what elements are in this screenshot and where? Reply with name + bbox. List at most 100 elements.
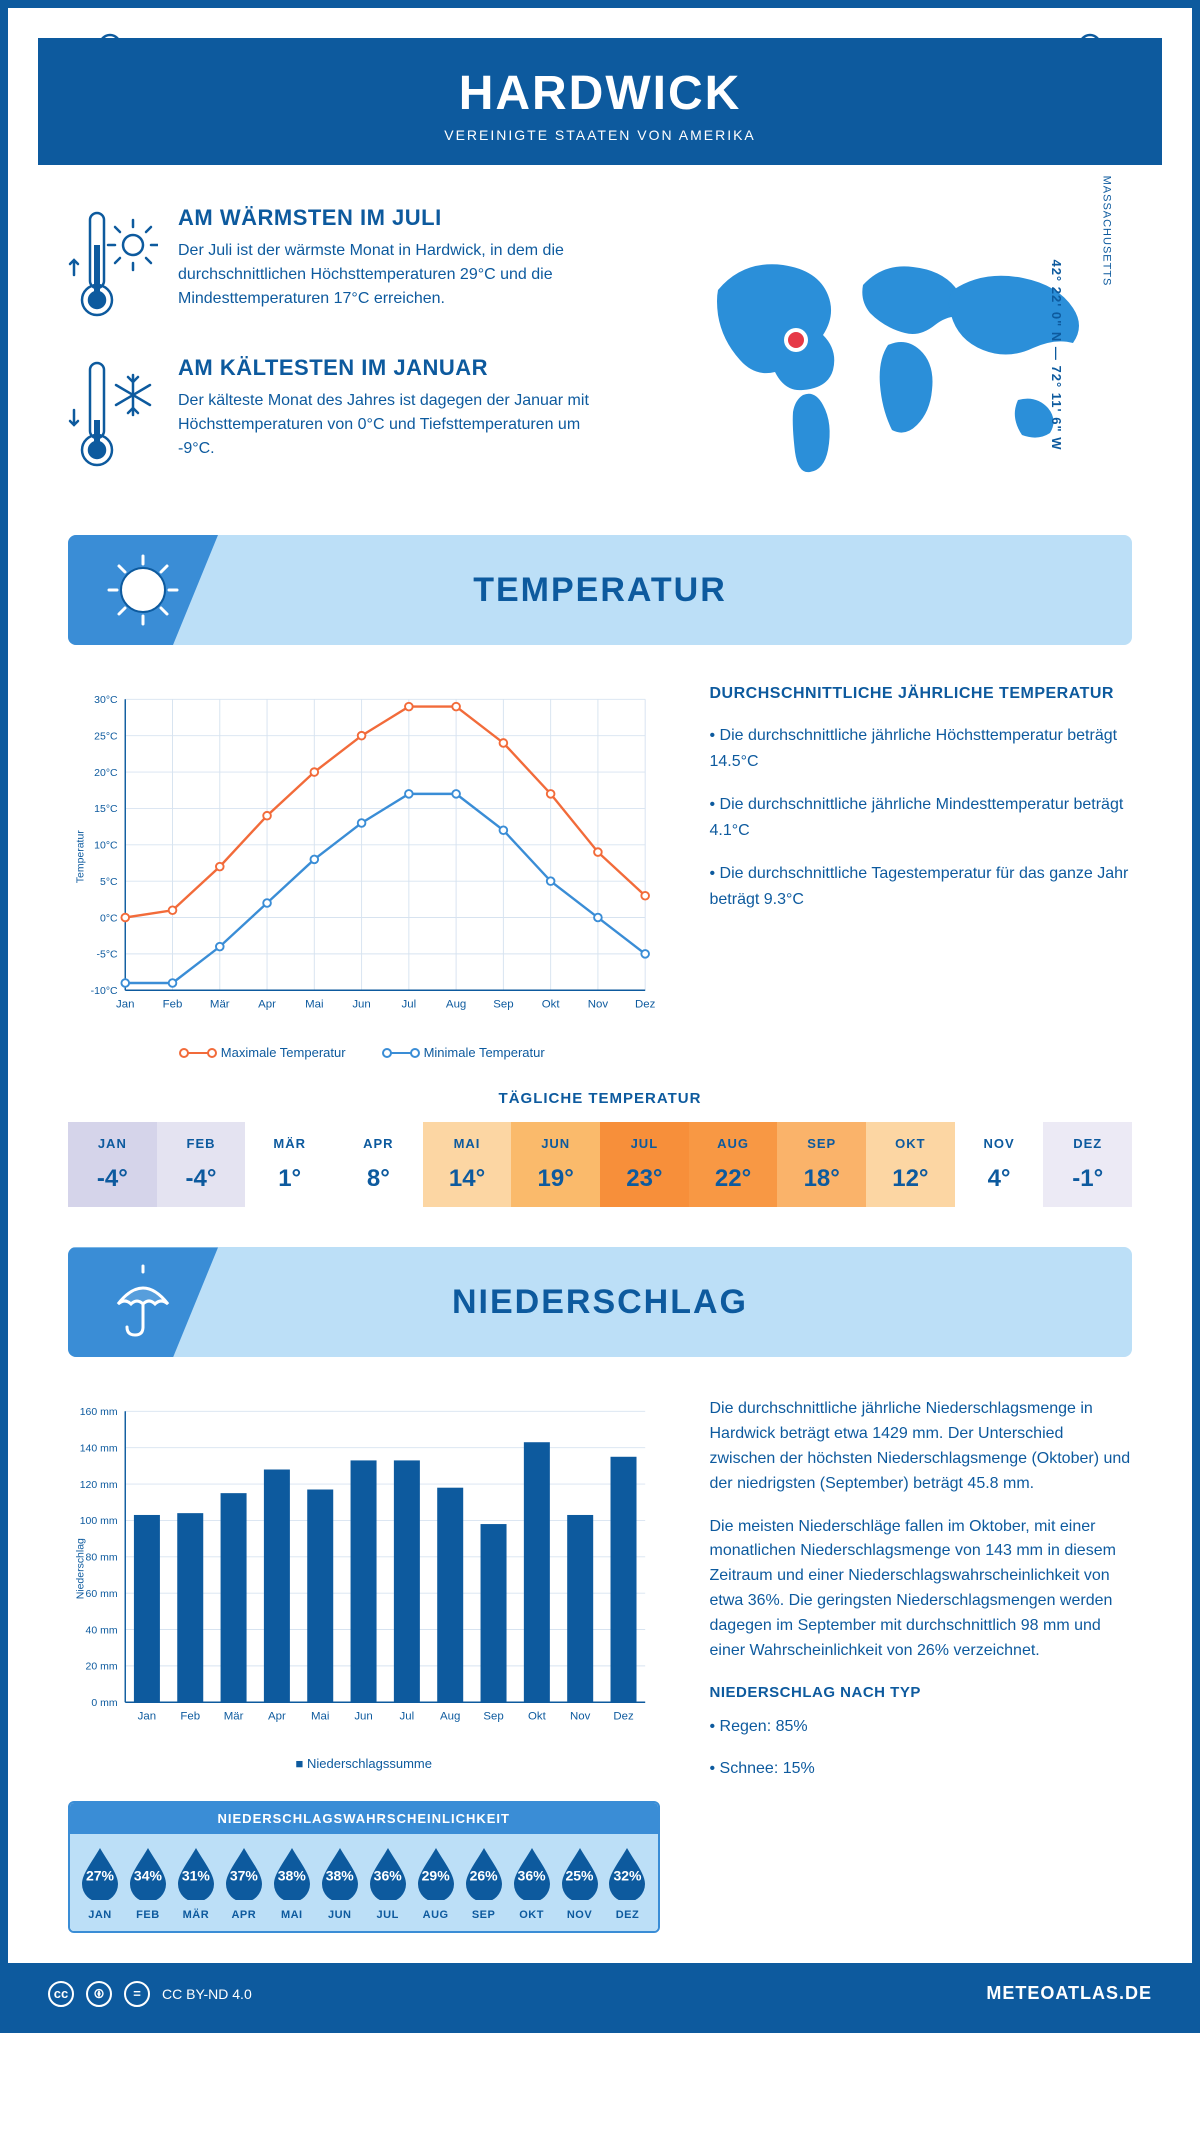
warm-cold-column: AM WÄRMSTEN IM JULI Der Juli ist der wär… [68,205,604,505]
daily-month: JAN [68,1136,157,1151]
svg-text:Jan: Jan [116,998,134,1010]
warmest-text: Der Juli ist der wärmste Monat in Hardwi… [178,239,604,311]
daily-month: JUN [511,1136,600,1151]
probability-month: APR [220,1909,268,1921]
raindrop-icon: 34% [126,1846,170,1900]
probability-month: MÄR [172,1909,220,1921]
svg-text:Jun: Jun [352,998,370,1010]
daily-value: 8° [334,1165,423,1193]
raindrop-icon: 36% [366,1846,410,1900]
precipitation-right-column: Die durchschnittliche jährliche Niedersc… [710,1397,1133,1932]
svg-text:Mär: Mär [224,1711,244,1723]
probability-value: 38% [326,1867,354,1883]
coldest-title: AM KÄLTESTEN IM JANUAR [178,355,604,381]
warmest-block: AM WÄRMSTEN IM JULI Der Juli ist der wär… [68,205,604,325]
daily-value: -4° [68,1165,157,1193]
svg-text:Sep: Sep [483,1711,503,1723]
legend-min: Minimale Temperatur [386,1045,545,1060]
probability-month: DEZ [603,1909,651,1921]
thermometer-hot-icon [68,205,158,325]
temperature-info-column: DURCHSCHNITTLICHE JÄHRLICHE TEMPERATUR •… [710,685,1133,1060]
probability-box: NIEDERSCHLAGSWAHRSCHEINLICHKEIT 27% JAN … [68,1801,660,1933]
daily-value: 22° [689,1165,778,1193]
daily-cell: FEB-4° [157,1122,246,1207]
daily-value: 18° [777,1165,866,1193]
daily-value: 12° [866,1165,955,1193]
license-text: CC BY-ND 4.0 [162,1986,252,2002]
svg-text:Dez: Dez [613,1711,634,1723]
probability-value: 25% [565,1867,593,1883]
daily-value: -1° [1043,1165,1132,1193]
daily-month: SEP [777,1136,866,1151]
svg-text:25°C: 25°C [94,731,118,742]
probability-value: 34% [134,1867,162,1883]
svg-text:60 mm: 60 mm [86,1589,118,1600]
temp-bullet-0: • Die durchschnittliche jährliche Höchst… [710,723,1133,774]
daily-month: DEZ [1043,1136,1132,1151]
svg-text:160 mm: 160 mm [80,1408,118,1419]
svg-text:20°C: 20°C [94,768,118,779]
svg-text:Temperatur: Temperatur [75,830,86,884]
probability-month: MAI [268,1909,316,1921]
svg-text:Okt: Okt [528,1711,547,1723]
probability-value: 38% [278,1867,306,1883]
daily-temp-strip: JAN-4°FEB-4°MÄR1°APR8°MAI14°JUN19°JUL23°… [68,1122,1132,1207]
daily-cell: MAI 14° [423,1122,512,1207]
probability-cell: 38% MAI [268,1846,316,1921]
umbrella-icon [103,1262,183,1342]
daily-month: NOV [955,1136,1044,1151]
raindrop-icon: 36% [510,1846,554,1900]
svg-text:120 mm: 120 mm [80,1480,118,1491]
raindrop-icon: 37% [222,1846,266,1900]
svg-text:0°C: 0°C [100,913,118,924]
probability-cell: 26% SEP [460,1846,508,1921]
daily-value: 14° [423,1165,512,1193]
svg-text:Feb: Feb [180,1711,200,1723]
precipitation-banner-title: NIEDERSCHLAG [452,1283,748,1322]
probability-value: 36% [518,1867,546,1883]
footer: cc 🅯 = CC BY-ND 4.0 METEOATLAS.DE [8,1963,1192,2025]
temperature-banner-title: TEMPERATUR [473,571,727,610]
probability-cell: 32% DEZ [603,1846,651,1921]
daily-cell: JUN19° [511,1122,600,1207]
raindrop-icon: 31% [174,1846,218,1900]
daily-cell: APR 8° [334,1122,423,1207]
temperature-section: -10°C-5°C0°C5°C10°C15°C20°C25°C30°CJanFe… [68,685,1132,1060]
svg-text:80 mm: 80 mm [86,1553,118,1564]
sun-icon [103,550,183,630]
daily-cell: JUL23° [600,1122,689,1207]
svg-text:-5°C: -5°C [97,950,119,961]
svg-text:Jul: Jul [400,1711,415,1723]
footer-site: METEOATLAS.DE [986,1983,1152,2004]
probability-month: OKT [508,1909,556,1921]
svg-text:Feb: Feb [163,998,183,1010]
thermometer-cold-icon [68,355,158,475]
city-title: HARDWICK [38,66,1162,121]
precipitation-section: 0 mm20 mm40 mm60 mm80 mm100 mm120 mm140 … [68,1397,1132,1932]
daily-temp-title: TÄGLICHE TEMPERATUR [8,1090,1192,1107]
svg-text:-10°C: -10°C [91,986,118,997]
legend-min-label: Minimale Temperatur [424,1045,545,1060]
precipitation-left-column: 0 mm20 mm40 mm60 mm80 mm100 mm120 mm140 … [68,1397,660,1932]
temp-info-title: DURCHSCHNITTLICHE JÄHRLICHE TEMPERATUR [710,685,1133,703]
probability-cell: 25% NOV [556,1846,604,1921]
precip-type-1: • Schnee: 15% [710,1757,1133,1782]
infographic-frame: HARDWICK VEREINIGTE STAATEN VON AMERIKA … [0,0,1200,2033]
probability-cell: 27% JAN [76,1846,124,1921]
daily-month: JUL [600,1136,689,1151]
probability-cell: 37% APR [220,1846,268,1921]
daily-month: APR [334,1136,423,1151]
map-state-label: MASSACHUSETTS [1101,176,1113,287]
daily-month: MÄR [245,1136,334,1151]
daily-month: FEB [157,1136,246,1151]
svg-text:Apr: Apr [258,998,276,1010]
daily-cell: JAN -4° [68,1122,157,1207]
daily-month: MAI [423,1136,512,1151]
daily-month: AUG [689,1136,778,1151]
svg-text:Mai: Mai [311,1711,329,1723]
svg-text:Dez: Dez [635,998,656,1010]
svg-text:Mai: Mai [305,998,323,1010]
probability-month: JUN [316,1909,364,1921]
sun-icon-wrap [68,535,218,645]
raindrop-icon: 27% [78,1846,122,1900]
